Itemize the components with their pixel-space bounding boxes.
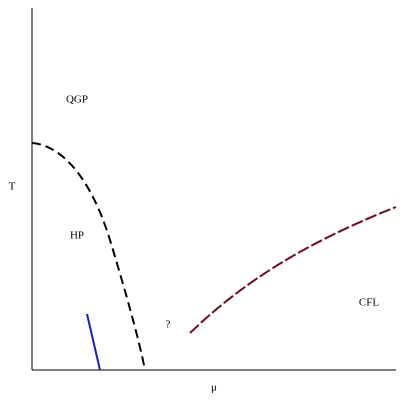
region-label: ? (166, 319, 171, 331)
region-label: HP (70, 230, 84, 242)
cfl-boundary (189, 206, 397, 334)
y-axis-label: T (9, 181, 16, 193)
blue-line (86, 313, 101, 371)
hadron-boundary (31, 142, 146, 371)
region-label: QGP (66, 94, 88, 106)
region-label: CFL (359, 297, 379, 309)
x-axis-label: μ (211, 382, 217, 394)
